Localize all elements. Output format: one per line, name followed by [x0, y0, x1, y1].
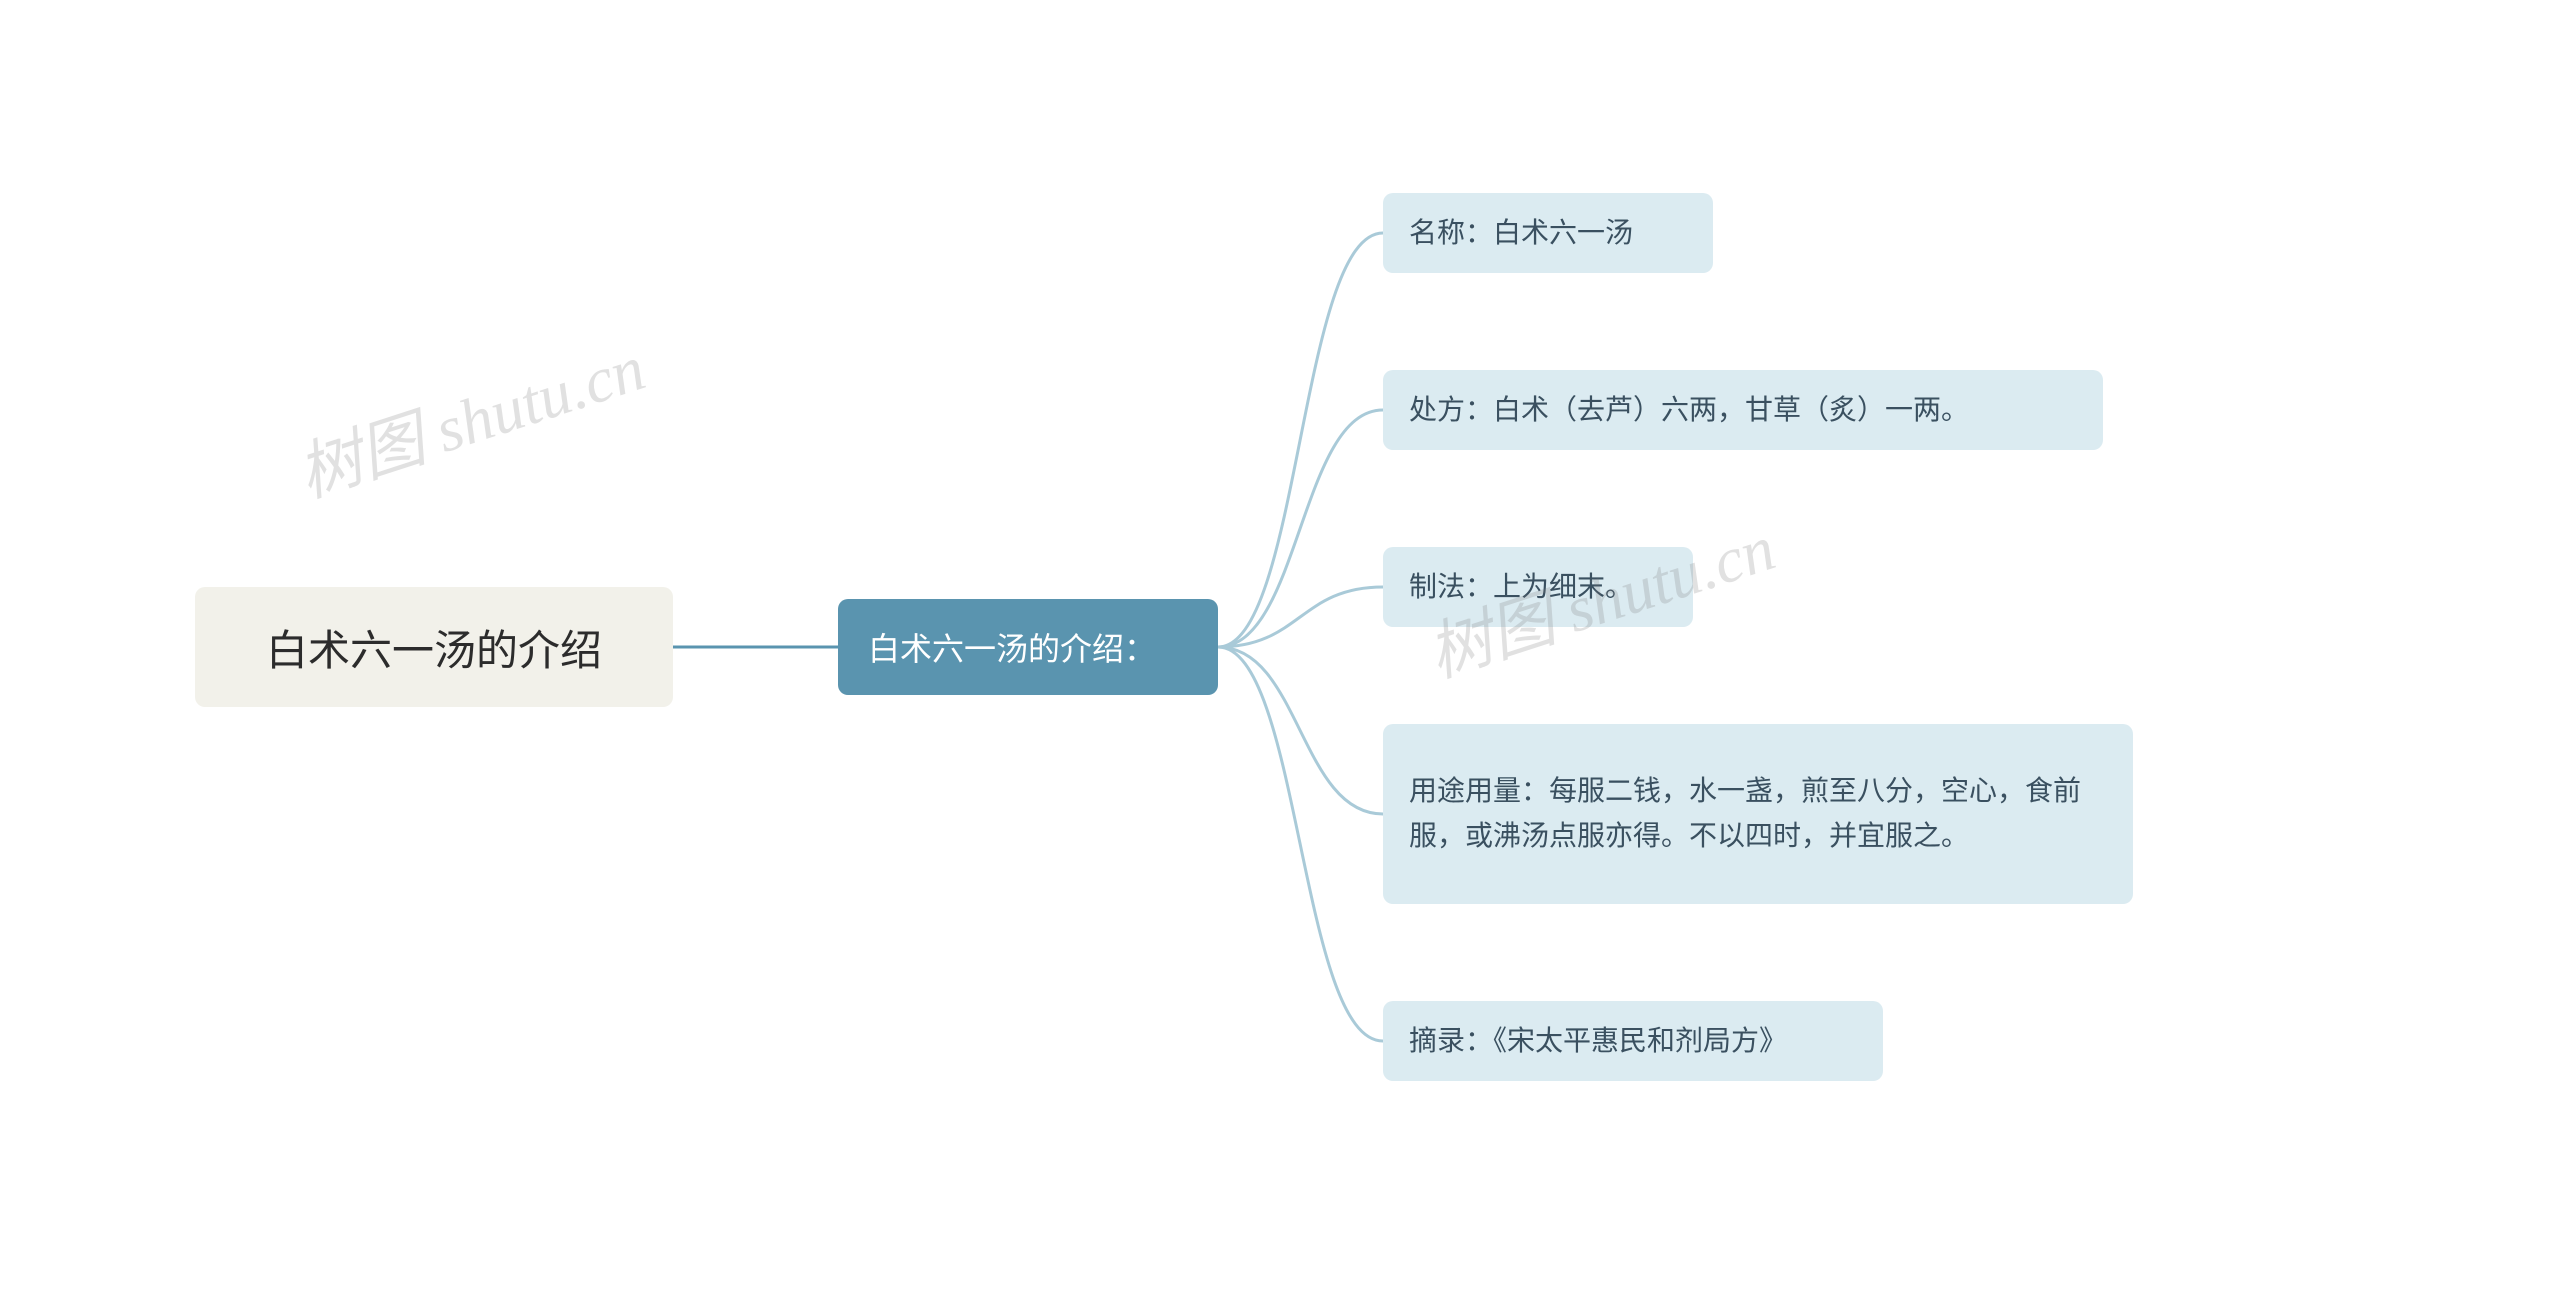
edge-level1-leaf1 — [1218, 233, 1383, 647]
leaf-text: 用途用量：每服二钱，水一盏，煎至八分，空心，食前服，或沸汤点服亦得。不以四时，并… — [1409, 769, 2107, 859]
leaf-text: 处方：白术（去芦）六两，甘草（炙）一两。 — [1409, 388, 1969, 433]
root-node-text: 白术六一汤的介绍 — [266, 617, 602, 678]
leaf-text: 摘录：《宋太平惠民和剂局方》 — [1409, 1019, 1787, 1064]
edge-level1-leaf2 — [1218, 410, 1383, 647]
watermark: 树图 shutu.cn — [285, 317, 655, 515]
watermark-text: 树图 shutu.cn — [290, 332, 653, 510]
mindmap-container: 白术六一汤的介绍 白术六一汤的介绍： 名称：白术六一汤 处方：白术（去芦）六两，… — [0, 0, 2560, 1295]
leaf-node-source[interactable]: 摘录：《宋太平惠民和剂局方》 — [1383, 1001, 1883, 1081]
leaf-node-prescription[interactable]: 处方：白术（去芦）六两，甘草（炙）一两。 — [1383, 370, 2103, 450]
leaf-text: 制法：上为细末。 — [1409, 565, 1633, 610]
edge-level1-leaf5 — [1218, 647, 1383, 1041]
root-node[interactable]: 白术六一汤的介绍 — [195, 587, 673, 707]
leaf-text: 名称：白术六一汤 — [1409, 211, 1633, 256]
edge-level1-leaf3 — [1218, 587, 1383, 647]
level1-node[interactable]: 白术六一汤的介绍： — [838, 599, 1218, 695]
leaf-node-preparation[interactable]: 制法：上为细末。 — [1383, 547, 1693, 627]
leaf-node-usage[interactable]: 用途用量：每服二钱，水一盏，煎至八分，空心，食前服，或沸汤点服亦得。不以四时，并… — [1383, 724, 2133, 904]
edge-level1-leaf4 — [1218, 647, 1383, 814]
leaf-node-name[interactable]: 名称：白术六一汤 — [1383, 193, 1713, 273]
level1-node-text: 白术六一汤的介绍： — [868, 624, 1156, 670]
